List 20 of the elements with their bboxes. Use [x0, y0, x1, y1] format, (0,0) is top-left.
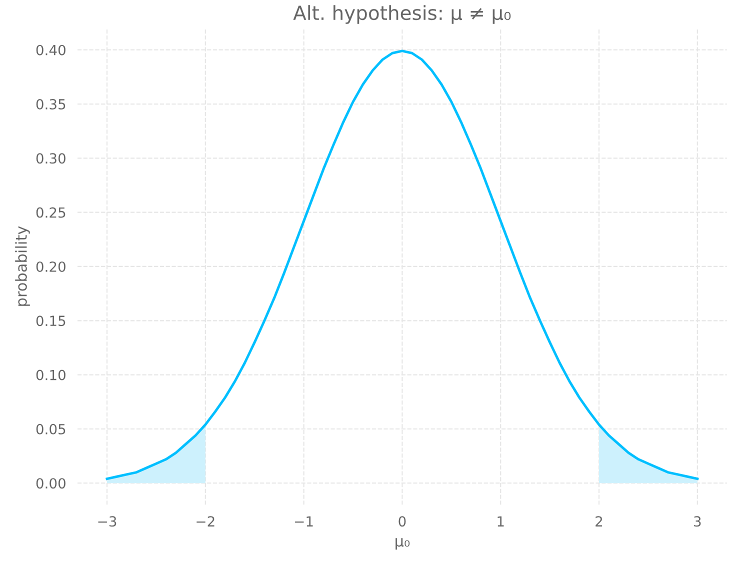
y-tick-label: 0.20 — [36, 261, 66, 272]
y-tick-label: 0.40 — [36, 44, 66, 56]
y-tick-label: 0.00 — [36, 478, 66, 489]
x-tick-label: −2 — [196, 516, 214, 526]
x-tick-label: 2 — [596, 516, 602, 526]
x-tick-label: −1 — [295, 516, 313, 526]
y-axis-title: probability — [15, 226, 30, 306]
y-tick-label: 0.25 — [36, 207, 66, 218]
y-tick-label: 0.10 — [36, 370, 66, 380]
x-tick-label: 3 — [694, 516, 701, 527]
y-tick-label: 0.05 — [36, 424, 66, 434]
y-tick-label: 0.30 — [36, 153, 66, 164]
y-tick-label: 0.15 — [36, 316, 66, 326]
x-tick-label: 1 — [498, 516, 504, 526]
y-tick-label: 0.35 — [36, 98, 66, 110]
chart-title: Alt. hypothesis: μ ≠ μ₀ — [293, 5, 511, 24]
x-tick-label: −3 — [98, 516, 116, 527]
x-axis-title: μ₀ — [396, 538, 410, 550]
line-series — [106, 50, 699, 480]
x-tick-label: 0 — [398, 516, 406, 527]
